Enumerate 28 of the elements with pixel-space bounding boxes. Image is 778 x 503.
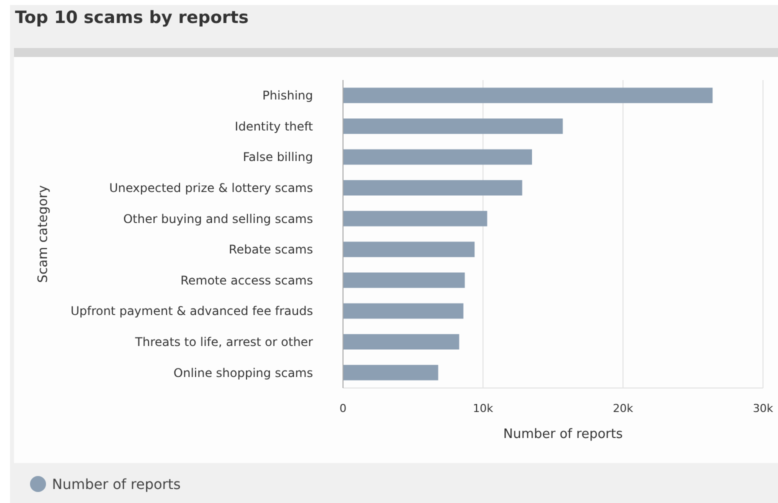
bar (343, 303, 464, 319)
bar (343, 180, 522, 196)
x-tick-label: 0 (340, 402, 346, 415)
text: Top 10 scams by reports (15, 8, 249, 28)
y-tick-label: Unexpected prize & lottery scams (109, 181, 313, 195)
legend-label: Number of reports (52, 476, 181, 493)
y-tick-label: Remote access scams (180, 273, 313, 288)
x-tick-label: 30k (752, 402, 774, 415)
y-tick-label: Threats to life, arrest or other (134, 335, 314, 349)
bar (343, 118, 563, 134)
y-tick-label: Other buying and selling scams (123, 212, 313, 226)
x-tick-label: 10k (472, 402, 494, 415)
bar (343, 242, 475, 258)
y-tick-label: Upfront payment & advanced fee frauds (70, 304, 313, 318)
bar (343, 149, 532, 165)
y-tick-label: Identity theft (234, 119, 314, 134)
y-tick-label: Phishing (262, 88, 313, 103)
bar (343, 272, 465, 288)
x-tick-label: 20k (612, 402, 634, 415)
bar (343, 88, 713, 104)
y-tick-label: Rebate scams (228, 242, 313, 257)
bar (343, 364, 438, 380)
y-tick-label: Online shopping scams (174, 366, 313, 380)
x-axis-title: Number of reports (503, 427, 623, 442)
y-axis-title: Scam category (36, 184, 51, 283)
bar (343, 210, 488, 226)
y-tick-label: False billing (242, 150, 313, 164)
bar (343, 334, 460, 350)
